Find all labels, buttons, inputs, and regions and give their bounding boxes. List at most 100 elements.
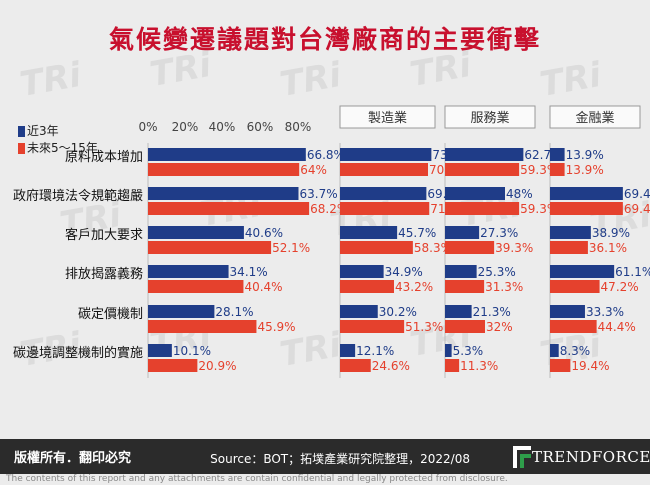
bar-future — [445, 280, 485, 293]
data-label: 24.6% — [372, 359, 410, 373]
data-label: 21.3% — [473, 305, 511, 319]
bar-recent — [550, 265, 615, 278]
bar-recent — [340, 187, 427, 200]
data-label: 68.2% — [310, 202, 348, 216]
data-label: 32% — [486, 320, 513, 334]
bar-recent — [148, 305, 215, 318]
bar-recent — [550, 148, 565, 161]
bar-future — [445, 163, 520, 176]
bar-recent — [550, 344, 559, 357]
category-label: 原料成本增加 — [65, 150, 143, 165]
axis-tick-label: 60% — [247, 120, 274, 134]
axis-tick-label: 40% — [209, 120, 236, 134]
bar-future — [340, 241, 413, 254]
bar-recent — [148, 226, 244, 239]
data-label: 27.3% — [480, 226, 518, 240]
data-label: 44.4% — [598, 320, 636, 334]
data-label: 33.3% — [586, 305, 624, 319]
data-label: 19.4% — [571, 359, 609, 373]
bar-future — [148, 163, 300, 176]
data-label: 61.1% — [615, 265, 650, 279]
data-label: 38.9% — [592, 226, 630, 240]
bar-future — [445, 202, 520, 215]
bar-future — [445, 320, 485, 333]
data-label: 11.3% — [460, 359, 498, 373]
data-label: 47.2% — [601, 280, 639, 294]
bar-future — [340, 202, 430, 215]
bar-future — [340, 280, 394, 293]
bar-recent — [550, 226, 591, 239]
bar-recent — [148, 265, 229, 278]
legend-item-future: 未來5～15年 — [18, 139, 98, 156]
legend-item-recent: 近3年 — [18, 122, 59, 139]
legend-swatch-future — [18, 143, 25, 154]
data-label: 5.3% — [453, 344, 484, 358]
data-label: 59.3% — [520, 202, 558, 216]
panel-header-box — [339, 105, 436, 129]
data-label: 13.9% — [566, 148, 604, 162]
data-label: 13.9% — [566, 163, 604, 177]
data-label: 36.1% — [589, 241, 627, 255]
bar-future — [148, 241, 272, 254]
bar-future — [550, 241, 588, 254]
data-label: 12.1% — [356, 344, 394, 358]
bar-recent — [148, 148, 306, 161]
bar-recent — [445, 148, 524, 161]
panel-header-label: 製造業 — [368, 110, 407, 126]
panel-header-box — [444, 105, 536, 129]
bar-future — [550, 359, 571, 372]
data-label: 59.3% — [520, 163, 558, 177]
bar-recent — [340, 305, 378, 318]
bar-recent — [148, 344, 172, 357]
data-label: 34.1% — [230, 265, 268, 279]
bar-recent — [148, 187, 299, 200]
data-label: 8.3% — [560, 344, 591, 358]
panel-header-label: 金融業 — [575, 110, 614, 126]
bar-future — [340, 320, 405, 333]
bar-future — [148, 202, 310, 215]
data-label: 20.9% — [198, 359, 236, 373]
bar-future — [550, 320, 597, 333]
bar-recent — [445, 187, 505, 200]
data-label: 52.1% — [272, 241, 310, 255]
bar-recent — [340, 344, 356, 357]
data-label: 40.6% — [245, 226, 283, 240]
category-label: 政府環境法令規範趨嚴 — [13, 189, 143, 204]
data-label: 30.2% — [379, 305, 417, 319]
footer-bar — [0, 439, 650, 474]
data-label: 64% — [300, 163, 327, 177]
bar-recent — [550, 187, 623, 200]
data-label: 34.9% — [385, 265, 423, 279]
data-label: 45.9% — [257, 320, 295, 334]
legend-label-recent: 近3年 — [27, 124, 59, 138]
bar-future — [148, 280, 244, 293]
legend-label-future: 未來5～15年 — [27, 141, 98, 155]
copyright-text: 版權所有．翻印必究 — [14, 451, 132, 466]
source-text: Source：BOT；拓墣產業研究院整理，2022/08 — [210, 452, 470, 466]
category-label: 排放揭露義務 — [65, 266, 143, 282]
data-label: 39.3% — [495, 241, 533, 255]
bar-future — [148, 359, 198, 372]
data-label: 40.4% — [244, 280, 282, 294]
category-label: 碳定價機制 — [78, 307, 143, 322]
bar-recent — [340, 265, 384, 278]
bar-recent — [550, 305, 585, 318]
axis-tick-label: 20% — [172, 120, 199, 134]
data-label: 69.4% — [624, 202, 650, 216]
bar-future — [148, 320, 257, 333]
disclaimer-text: The contents of this report and any atta… — [6, 474, 508, 484]
data-label: 43.2% — [395, 280, 433, 294]
data-label: 66.8% — [307, 148, 345, 162]
bar-future — [445, 241, 495, 254]
data-label: 10.1% — [173, 344, 211, 358]
bar-recent — [445, 344, 452, 357]
data-label: 69.4% — [624, 187, 650, 201]
bar-recent — [445, 265, 477, 278]
axis-tick-label: 80% — [285, 120, 312, 134]
data-label: 63.7% — [299, 187, 337, 201]
bar-recent — [340, 148, 432, 161]
bar-future — [550, 202, 623, 215]
bar-recent — [340, 226, 398, 239]
